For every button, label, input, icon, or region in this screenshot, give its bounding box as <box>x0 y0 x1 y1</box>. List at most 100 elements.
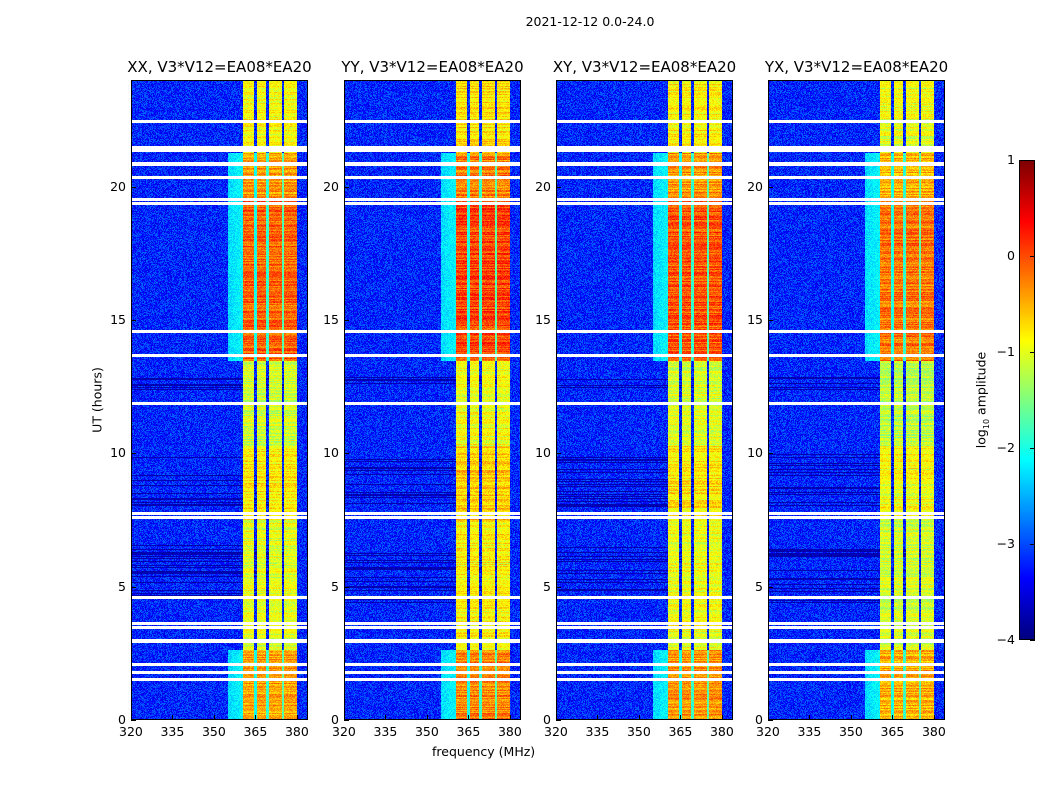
y-tick-mark <box>131 453 136 455</box>
heatmap-panel <box>344 80 521 720</box>
x-tick-mark <box>426 715 428 720</box>
y-axis-label: UT (hours) <box>89 367 105 433</box>
y-tick-label: 0 <box>543 712 551 727</box>
colorbar-label: log10 amplitude <box>973 352 991 448</box>
y-tick-label: 20 <box>747 178 763 194</box>
heatmap-panel <box>556 80 733 720</box>
x-tick-label: 335 <box>160 724 185 739</box>
colorbar-tick-mark <box>1030 256 1035 257</box>
x-tick-label: 320 <box>544 724 568 739</box>
colorbar-tick-mark <box>1030 448 1035 449</box>
y-tick-label: 10 <box>535 445 551 461</box>
y-tick-label: 0 <box>118 712 126 727</box>
y-tick-label: 15 <box>747 312 763 327</box>
x-tick-mark <box>556 715 557 720</box>
x-tick-label: 350 <box>414 724 439 739</box>
colorbar-tick-mark <box>1030 640 1035 641</box>
y-tick-mark <box>768 586 773 588</box>
y-tick-mark <box>556 320 561 321</box>
y-tick-label: 5 <box>755 578 763 594</box>
y-tick-mark <box>768 453 773 455</box>
x-tick-mark <box>721 715 723 720</box>
heatmap-panel <box>768 80 945 720</box>
heatmap-image <box>345 81 520 719</box>
colorbar-label-rest: amplitude <box>973 351 989 419</box>
heatmap-image <box>557 81 732 719</box>
x-tick-mark <box>385 715 387 720</box>
x-tick-label: 380 <box>921 724 946 739</box>
heatmap-image <box>769 81 944 719</box>
colorbar-tick-label: 0 <box>1007 248 1015 263</box>
y-tick-mark <box>344 186 349 188</box>
y-tick-label: 5 <box>543 578 551 594</box>
y-tick-mark <box>131 320 136 321</box>
x-tick-mark <box>638 715 640 720</box>
y-tick-label: 10 <box>323 445 339 461</box>
colorbar <box>1019 160 1035 640</box>
y-tick-mark <box>556 186 561 188</box>
x-tick-mark <box>850 715 852 720</box>
x-tick-mark <box>809 715 811 720</box>
x-axis-label: frequency (MHz) <box>432 744 536 759</box>
y-tick-mark <box>131 186 136 188</box>
x-tick-mark <box>892 715 894 720</box>
x-tick-label: 320 <box>756 724 780 739</box>
y-tick-label: 20 <box>110 178 126 194</box>
colorbar-tick-mark <box>1030 352 1035 353</box>
panel-title: YY, V3*V12=EA08*EA20 <box>341 58 524 76</box>
colorbar-tick-mark <box>1030 544 1035 545</box>
x-tick-label: 380 <box>497 724 522 739</box>
x-tick-label: 350 <box>201 724 226 739</box>
colorbar-tick-label: −2 <box>996 440 1015 455</box>
x-tick-label: 350 <box>838 724 863 739</box>
x-tick-mark <box>255 715 257 720</box>
panel-title: XY, V3*V12=EA08*EA20 <box>552 58 737 76</box>
y-tick-label: 5 <box>118 578 126 594</box>
colorbar-tick-mark <box>1030 160 1035 161</box>
y-tick-label: 15 <box>323 312 339 327</box>
colorbar-label-main: log <box>973 429 989 449</box>
x-tick-label: 365 <box>880 724 905 739</box>
x-tick-mark <box>468 715 470 720</box>
x-tick-mark <box>213 715 215 720</box>
y-tick-label: 15 <box>110 312 126 327</box>
y-tick-mark <box>344 453 349 455</box>
x-tick-mark <box>597 715 599 720</box>
y-tick-mark <box>131 720 136 721</box>
panel-title: XX, V3*V12=EA08*EA20 <box>127 58 312 76</box>
y-tick-mark <box>556 720 561 721</box>
x-tick-label: 320 <box>332 724 356 739</box>
y-tick-mark <box>768 320 773 321</box>
y-tick-mark <box>768 720 773 721</box>
y-tick-mark <box>131 586 136 588</box>
y-tick-label: 20 <box>535 178 551 194</box>
x-tick-label: 335 <box>585 724 610 739</box>
x-tick-label: 320 <box>119 724 143 739</box>
colorbar-tick-label: 1 <box>1007 152 1015 167</box>
x-tick-label: 350 <box>626 724 651 739</box>
x-tick-label: 365 <box>456 724 481 739</box>
heatmap-panel <box>131 80 308 720</box>
y-tick-label: 0 <box>755 712 763 727</box>
x-tick-mark <box>509 715 511 720</box>
x-tick-label: 335 <box>373 724 398 739</box>
x-tick-mark <box>680 715 682 720</box>
x-tick-mark <box>933 715 935 720</box>
x-tick-label: 335 <box>797 724 822 739</box>
x-tick-label: 365 <box>243 724 268 739</box>
panel-title: YX, V3*V12=EA08*EA20 <box>764 58 949 76</box>
y-tick-mark <box>344 586 349 588</box>
x-tick-mark <box>131 715 132 720</box>
colorbar-tick-label: −3 <box>996 536 1015 551</box>
y-tick-label: 20 <box>323 178 339 194</box>
figure-suptitle: 2021-12-12 0.0-24.0 <box>525 14 655 29</box>
y-tick-label: 10 <box>747 445 763 461</box>
heatmap-image <box>132 81 307 719</box>
x-tick-mark <box>344 715 345 720</box>
colorbar-tick-label: −4 <box>996 632 1015 647</box>
x-tick-label: 380 <box>284 724 309 739</box>
y-tick-mark <box>556 453 561 455</box>
x-tick-mark <box>296 715 298 720</box>
colorbar-label-sub: 10 <box>981 418 991 430</box>
y-tick-mark <box>556 586 561 588</box>
